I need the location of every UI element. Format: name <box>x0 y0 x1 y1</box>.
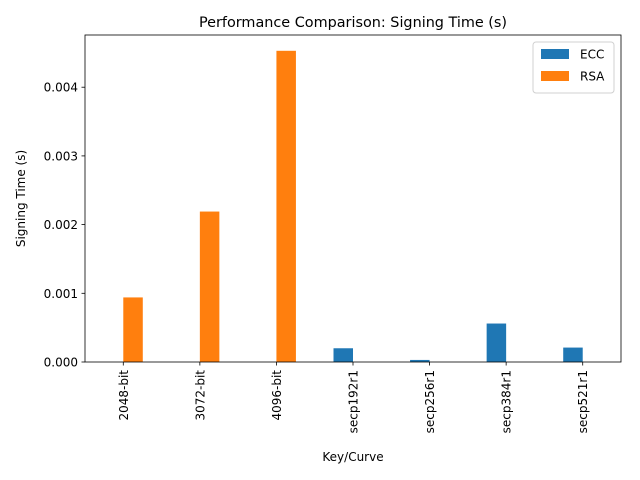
bar-ecc-secp256r1 <box>410 359 430 362</box>
bars-group <box>123 50 583 363</box>
y-axis-label: Signing Time (s) <box>14 150 28 247</box>
y-tick-label: 0.002 <box>44 218 78 232</box>
x-tick-label: secp384r1 <box>500 370 514 433</box>
x-tick-label: secp521r1 <box>576 370 590 433</box>
y-tick-label: 0.001 <box>44 287 78 301</box>
x-tick-label: secp192r1 <box>347 370 361 433</box>
bar-rsa-4096-bit <box>276 50 296 363</box>
x-tick-label: 4096-bit <box>270 370 284 421</box>
chart-title: Performance Comparison: Signing Time (s) <box>199 15 507 31</box>
x-axis-label: Key/Curve <box>322 450 383 464</box>
y-tick-label: 0.000 <box>44 356 78 370</box>
legend: ECC RSA <box>532 41 615 94</box>
legend-label-rsa: RSA <box>580 70 605 84</box>
x-axis: 2048-bit 3072-bit 4096-bit secp192r1 secp256… <box>117 362 590 433</box>
x-tick-label: 2048-bit <box>117 370 131 421</box>
x-tick-label: 3072-bit <box>193 370 207 421</box>
bar-ecc-secp384r1 <box>486 323 507 362</box>
legend-swatch-rsa <box>541 71 569 81</box>
legend-label-ecc: ECC <box>580 48 604 62</box>
bar-rsa-2048-bit <box>123 297 143 362</box>
legend-swatch-ecc <box>541 49 569 59</box>
x-tick-label: secp256r1 <box>423 370 437 433</box>
y-axis: 0.000 0.001 0.002 0.003 0.004 <box>44 81 85 370</box>
bar-rsa-3072-bit <box>199 211 220 362</box>
plot-frame <box>84 34 622 363</box>
bar-ecc-secp192r1 <box>333 348 353 362</box>
y-tick-label: 0.004 <box>44 81 78 95</box>
bar-ecc-secp521r1 <box>563 347 583 362</box>
y-tick-label: 0.003 <box>44 149 78 163</box>
